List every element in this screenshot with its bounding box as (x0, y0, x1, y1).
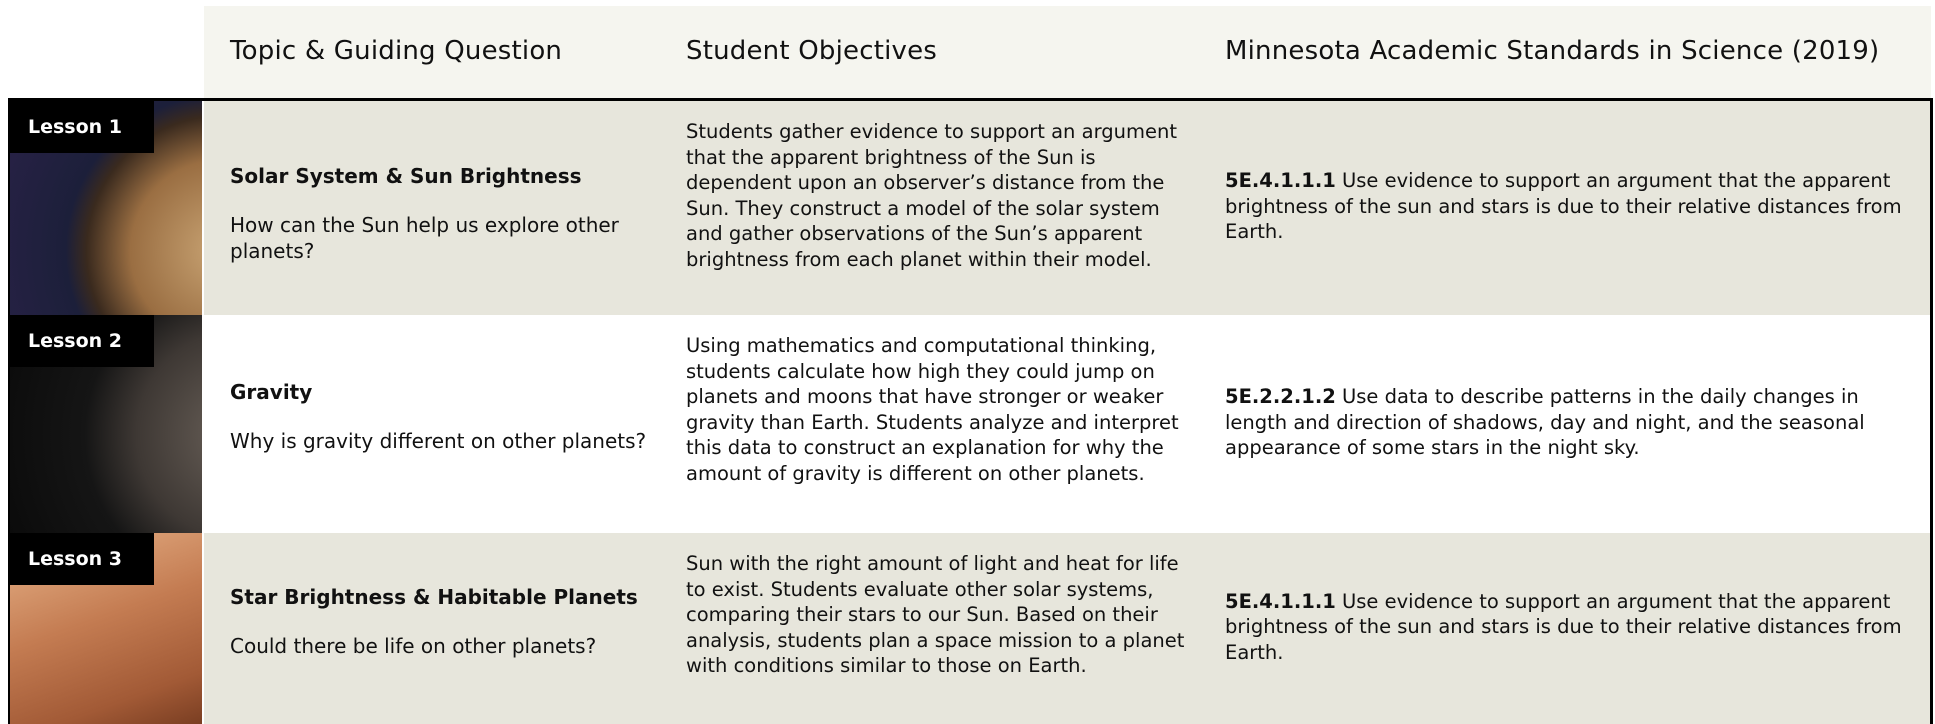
objectives: Students gather evidence to support an a… (686, 120, 1177, 271)
column-header: Minnesota Academic Standards in Science … (1225, 36, 1880, 66)
border (8, 98, 1933, 101)
standard: 5E.2.2.1.2 Use data to describe patterns… (1225, 384, 1915, 461)
guiding-question: How can the Sun help us explore other pl… (230, 213, 619, 263)
topic-title: Star Brightness & Habitable Planets (230, 584, 638, 609)
row (204, 315, 1931, 533)
topic-title: Solar System & Sun Brightness (230, 164, 582, 188)
header-bar (204, 6, 1931, 100)
standard-text: Use data to describe patterns in the dai… (1225, 385, 1865, 460)
standard-text: Use evidence to support an argument that… (1225, 589, 1902, 664)
row (204, 101, 1931, 315)
standard-code: 5E.4.1.1.1 (1225, 169, 1336, 192)
column-header: Student Objectives (686, 36, 938, 66)
lesson-label: Lesson 2 (10, 315, 154, 367)
standard: 5E.4.1.1.1 Use evidence to support an ar… (1225, 589, 1915, 666)
guiding-question: Could there be life on other planets? (230, 633, 597, 658)
standard: 5E.4.1.1.1 Use evidence to support an ar… (1225, 168, 1915, 245)
guiding-question: Why is gravity different on other planet… (230, 429, 647, 453)
objectives: Using mathematics and computational thin… (686, 334, 1179, 485)
objectives: Sun with the right amount of light and h… (686, 552, 1185, 678)
topic-title: Gravity (230, 380, 313, 404)
standard-code: 5E.2.2.1.2 (1225, 385, 1336, 408)
border (1930, 98, 1933, 724)
lesson-label: Lesson 1 (10, 101, 154, 153)
row (204, 533, 1931, 724)
lesson-label: Lesson 3 (10, 533, 154, 585)
border (8, 98, 11, 724)
standard-code: 5E.4.1.1.1 (1225, 589, 1336, 613)
standard-text: Use evidence to support an argument that… (1225, 169, 1902, 244)
column-header: Topic & Guiding Question (230, 36, 563, 66)
